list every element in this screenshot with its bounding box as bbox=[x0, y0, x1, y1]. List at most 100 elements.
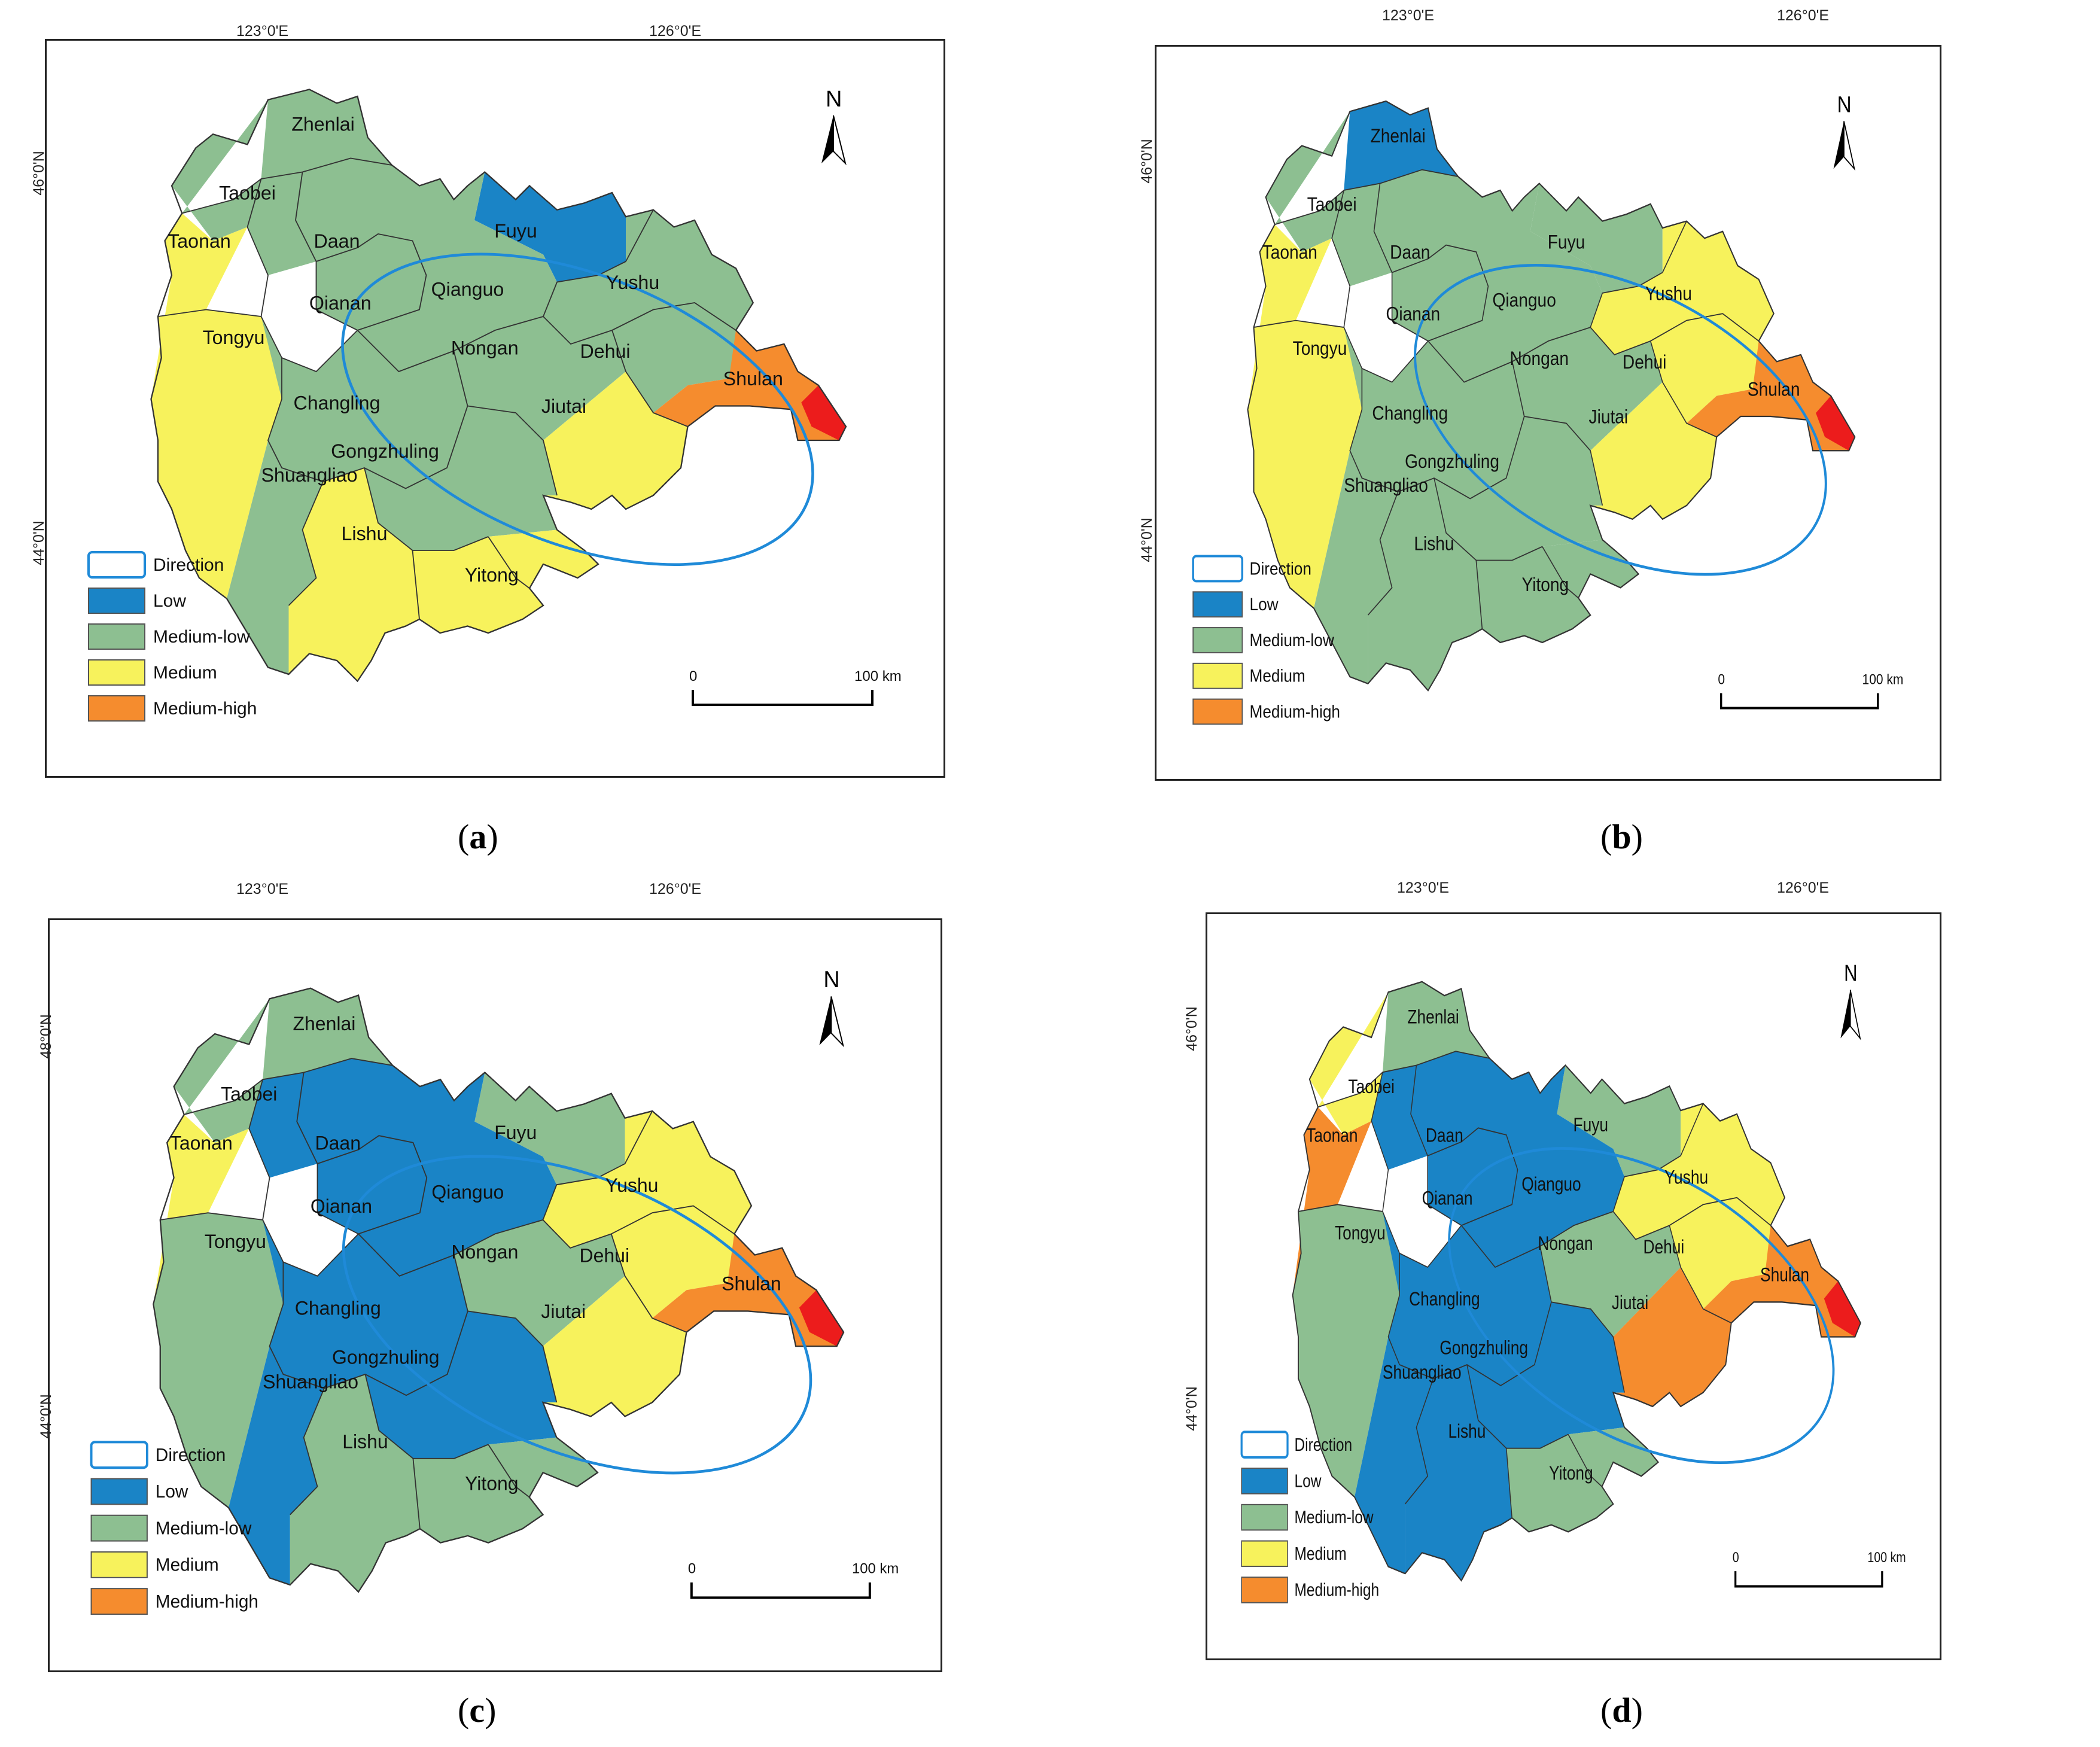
county-yitong bbox=[413, 1437, 598, 1543]
county-shuangliao bbox=[229, 1346, 324, 1585]
county-yitong bbox=[1476, 540, 1639, 643]
county-label-qianan: Qianan bbox=[311, 1195, 372, 1217]
county-label-tongyu: Tongyu bbox=[1293, 338, 1347, 359]
lon-label-123: 123°0'E bbox=[236, 23, 289, 39]
legend-label-medium: Medium bbox=[1294, 1543, 1346, 1563]
county-shulan bbox=[1686, 341, 1855, 451]
county-boundary bbox=[1461, 1155, 1681, 1268]
legend-label-medium-low: Medium-low bbox=[156, 1518, 252, 1538]
county-zhenlai bbox=[1344, 101, 1459, 191]
legend-swatch-medium-low bbox=[1192, 627, 1243, 653]
lat-label-44: 44°0'N bbox=[30, 521, 47, 565]
county-label-shulan: Shulan bbox=[1748, 379, 1800, 400]
county-label-dehui: Dehui bbox=[580, 1244, 630, 1266]
county-qianan bbox=[317, 1136, 427, 1234]
high-class-patch bbox=[801, 385, 846, 440]
county-label-shulan: Shulan bbox=[722, 1273, 781, 1294]
legend-label-medium-high: Medium-high bbox=[1294, 1579, 1379, 1600]
direction-ellipse bbox=[342, 1155, 812, 1475]
county-label-fuyu: Fuyu bbox=[494, 220, 537, 242]
county-label-lishu: Lishu bbox=[342, 523, 388, 544]
county-boundary bbox=[1590, 313, 1760, 355]
direction-ellipse bbox=[1448, 1147, 1835, 1464]
county-label-yitong: Yitong bbox=[1549, 1462, 1593, 1484]
county-taonan bbox=[1292, 1107, 1372, 1295]
county-boundary bbox=[1662, 221, 1687, 273]
direction-ellipse bbox=[1414, 264, 1827, 576]
county-changling bbox=[1344, 327, 1524, 499]
county-label-nongan: Nongan bbox=[451, 1241, 518, 1262]
map-panel-c: Zhenlai Taobei Taonan Daan Fuyu Qianan Qianguo… bbox=[0, 874, 1050, 1747]
county-yushu bbox=[1590, 221, 1774, 355]
county-shuangliao bbox=[1355, 1337, 1434, 1574]
county-qianan bbox=[316, 234, 427, 330]
county-boundary bbox=[1373, 183, 1489, 342]
county-label-taobei: Taobei bbox=[219, 182, 276, 204]
lat-label-46: 46°0'N bbox=[1183, 1006, 1200, 1051]
county-label-shulan: Shulan bbox=[1760, 1264, 1809, 1286]
county-label-zhenlai: Zhenlai bbox=[1407, 1006, 1459, 1028]
county-tongyu bbox=[1292, 1204, 1400, 1498]
county-jiutai bbox=[1590, 382, 1717, 519]
county-label-shulan: Shulan bbox=[723, 368, 783, 389]
scale-bar: 0 100 km bbox=[1718, 671, 1904, 710]
legend-label-medium-high: Medium-high bbox=[1250, 702, 1340, 722]
county-boundary bbox=[1343, 327, 1429, 383]
county-label-shuangliao: Shuangliao bbox=[261, 464, 357, 486]
county-fuyu bbox=[1530, 183, 1663, 293]
county-boundary bbox=[611, 330, 688, 427]
county-label-zhenlai: Zhenlai bbox=[291, 114, 355, 135]
county-gongzhuling bbox=[365, 1311, 557, 1459]
map-canvas: Zhenlai Taobei Taonan Daan Fuyu Qianan Qianguo… bbox=[1240, 960, 1906, 1603]
county-boundary bbox=[1680, 1103, 1704, 1156]
map-frame: Zhenlai Taobei Taonan Daan Fuyu Qianan Qianguo… bbox=[48, 918, 942, 1672]
county-label-dehui: Dehui bbox=[1623, 352, 1666, 373]
county-label-lishu: Lishu bbox=[1414, 534, 1454, 555]
county-daan bbox=[1371, 1065, 1428, 1170]
county-label-taobei: Taobei bbox=[221, 1083, 277, 1104]
county-label-jiutai: Jiutai bbox=[1612, 1292, 1648, 1313]
county-layer: Zhenlai Taobei Taonan Daan Fuyu Qianan Qianguo… bbox=[153, 987, 845, 1593]
county-boundary bbox=[1434, 477, 1543, 561]
county-tongyu bbox=[1247, 320, 1362, 608]
county-boundary bbox=[1331, 190, 1351, 328]
county-boundary bbox=[246, 178, 269, 317]
county-fuyu bbox=[474, 172, 626, 282]
legend: Direction Low Medium-low Medium Medium-high bbox=[1192, 555, 1340, 725]
map-canvas: Zhenlai Taobei Taonan Daan Fuyu Qianan Qianguo… bbox=[90, 967, 899, 1615]
svg-text:100 km: 100 km bbox=[1867, 1549, 1906, 1566]
county-boundary bbox=[467, 405, 558, 496]
county-yitong bbox=[412, 529, 598, 633]
panel-caption: (d) bbox=[1600, 1691, 1643, 1730]
svg-text:0: 0 bbox=[1718, 671, 1725, 687]
legend-label-medium-low: Medium-low bbox=[1294, 1507, 1373, 1527]
legend-swatch-medium-high bbox=[1192, 698, 1243, 725]
county-label-yitong: Yitong bbox=[465, 564, 519, 586]
map-frame: Zhenlai Taobei Taonan Daan Fuyu Qianan Qianguo… bbox=[45, 39, 945, 778]
svg-text:100 km: 100 km bbox=[1862, 671, 1904, 687]
county-boundary bbox=[625, 209, 654, 262]
county-label-nongan: Nongan bbox=[1538, 1232, 1593, 1254]
county-dehui bbox=[1650, 314, 1777, 424]
county-boundary bbox=[269, 1255, 468, 1396]
svg-text:100 km: 100 km bbox=[852, 1560, 899, 1576]
county-label-daan: Daan bbox=[315, 1132, 361, 1153]
county-yushu bbox=[543, 209, 753, 344]
county-label-gongzhuling: Gongzhuling bbox=[1405, 451, 1499, 472]
svg-text:0: 0 bbox=[688, 1560, 696, 1576]
legend-label-low: Low bbox=[1250, 595, 1279, 614]
county-zhenlai bbox=[261, 89, 392, 179]
legend-label-medium-high: Medium-high bbox=[156, 1591, 258, 1611]
county-boundary bbox=[1274, 182, 1380, 226]
county-shulan bbox=[652, 1234, 844, 1347]
legend-swatch-medium bbox=[1241, 1540, 1288, 1568]
lat-label-48: 48°0'N bbox=[37, 1014, 54, 1059]
county-boundary bbox=[1410, 1065, 1518, 1226]
county-label-lishu: Lishu bbox=[1448, 1421, 1486, 1442]
legend-swatch-medium-low bbox=[1241, 1503, 1288, 1531]
lon-label-123: 123°0'E bbox=[1397, 879, 1450, 896]
lon-label-126: 126°0'E bbox=[1777, 879, 1830, 896]
north-arrow-icon: N bbox=[1833, 92, 1856, 171]
scale-bar: 0 100 km bbox=[1733, 1549, 1906, 1588]
county-label-changling: Changling bbox=[294, 392, 381, 413]
